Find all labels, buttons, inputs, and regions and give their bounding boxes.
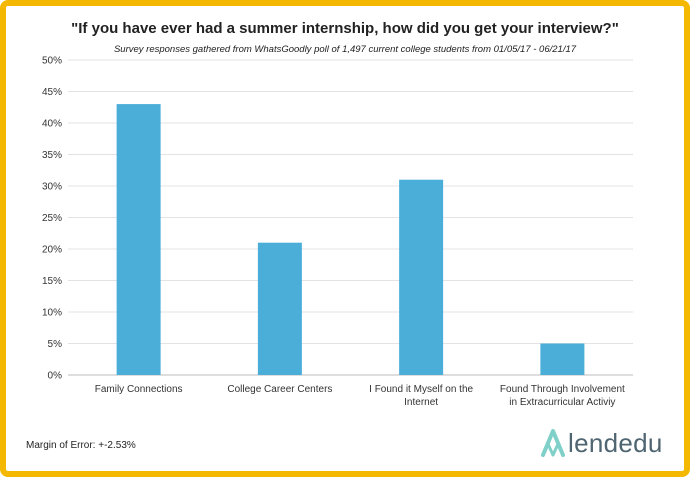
y-tick-label: 40% bbox=[42, 119, 62, 130]
bar bbox=[399, 179, 444, 375]
y-tick-label: 50% bbox=[42, 56, 62, 67]
bar bbox=[257, 242, 302, 375]
y-tick-label: 25% bbox=[42, 213, 62, 224]
y-tick-label: 5% bbox=[48, 339, 63, 350]
margin-of-error: Margin of Error: +-2.53% bbox=[26, 440, 136, 451]
y-tick-label: 15% bbox=[42, 276, 62, 287]
lendedu-logo-text: lendedu bbox=[568, 428, 663, 458]
y-tick-label: 20% bbox=[42, 245, 62, 256]
x-tick-label: Found Through Involvement bbox=[500, 384, 625, 395]
lendedu-logo: lendedu bbox=[540, 428, 663, 458]
y-tick-label: 0% bbox=[48, 371, 63, 382]
x-tick-label: Family Connections bbox=[95, 384, 183, 395]
bar bbox=[540, 343, 585, 375]
x-tick-label: College Career Centers bbox=[227, 384, 332, 395]
x-tick-label: I Found it Myself on the bbox=[369, 384, 473, 395]
chart-subtitle: Survey responses gathered from WhatsGood… bbox=[113, 44, 577, 55]
y-tick-label: 35% bbox=[42, 150, 62, 161]
chart-title: "If you have ever had a summer internshi… bbox=[71, 20, 619, 37]
bar bbox=[116, 104, 161, 375]
y-tick-label: 10% bbox=[42, 308, 62, 319]
x-tick-label: Internet bbox=[404, 397, 438, 408]
x-tick-label: in Extracurricular Activiy bbox=[509, 397, 615, 408]
lendedu-logo-icon bbox=[541, 429, 565, 457]
y-tick-label: 45% bbox=[42, 87, 62, 98]
y-tick-label: 30% bbox=[42, 182, 62, 193]
